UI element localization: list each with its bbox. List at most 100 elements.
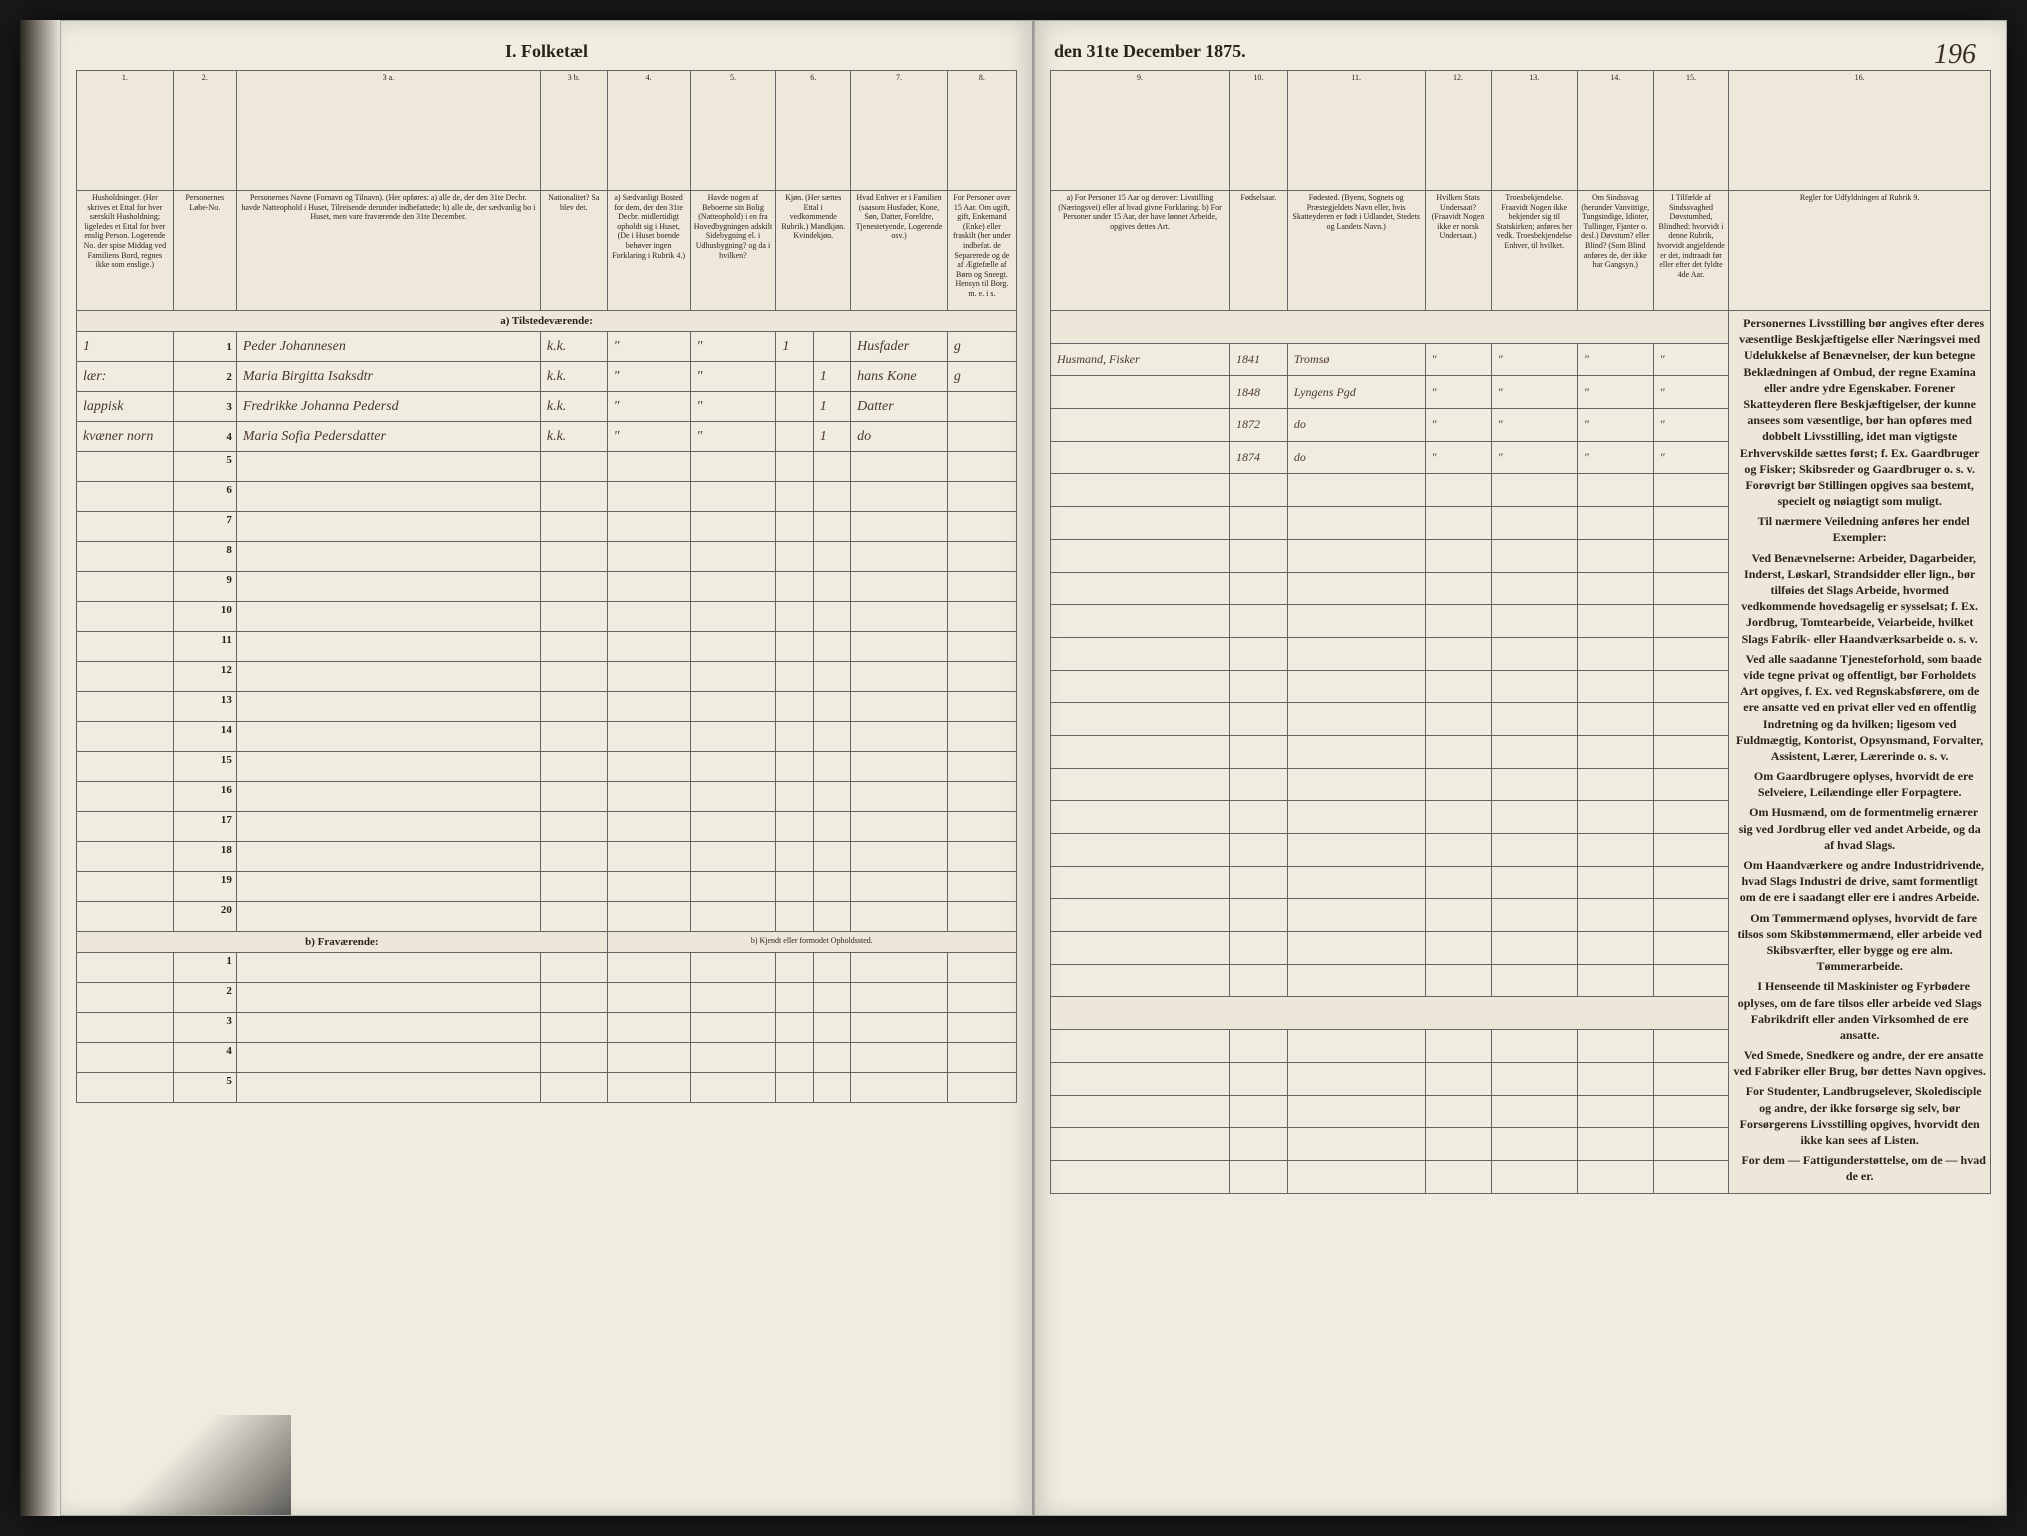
col14-cell: " <box>1577 409 1653 442</box>
header-6: Kjøn. (Her sættes Ettal i vedkommende Ru… <box>776 191 851 311</box>
shadow <box>91 1415 291 1515</box>
name-cell: Peder Johannesen <box>236 332 540 362</box>
name-cell: Maria Birgitta Isaksdtr <box>236 362 540 392</box>
entry-row: 1 1 Peder Johannesen k.k. " " 1 Husfader… <box>77 332 1017 362</box>
birthplace-cell: do <box>1287 409 1425 442</box>
empty-row: 18 <box>77 842 1017 872</box>
occupation-cell: Husmand, Fisker <box>1051 343 1230 376</box>
col13-cell: " <box>1491 376 1577 409</box>
instruction-paragraph: For Studenter, Landbrugselever, Skoledis… <box>1733 1083 1986 1148</box>
household-cell: lappisk <box>77 392 174 422</box>
empty-row: 20 <box>77 902 1017 932</box>
empty-row: 2 <box>77 983 1017 1013</box>
person-num: 3 <box>173 392 236 422</box>
col15-cell: " <box>1653 441 1729 474</box>
header-13: Troesbekjendelse. Fraavidt Nogen ikke be… <box>1491 191 1577 311</box>
nat-cell: k.k. <box>540 332 607 362</box>
header-3a: Personernes Navne (Fornavn og Tilnavn). … <box>236 191 540 311</box>
name-cell: Maria Sofia Pedersdatter <box>236 422 540 452</box>
absent-note: b) Kjendt eller formodet Opholdssted. <box>607 932 1016 953</box>
empty-row: 15 <box>77 752 1017 782</box>
empty-row: 8 <box>77 542 1017 572</box>
entry-row: lær: 2 Maria Birgitta Isaksdtr k.k. " " … <box>77 362 1017 392</box>
col-num-7: 7. <box>851 71 948 191</box>
sex-m <box>776 362 813 392</box>
empty-row: 9 <box>77 572 1017 602</box>
col5-cell: " <box>690 332 776 362</box>
family-cell: Datter <box>851 392 948 422</box>
census-book: I. Folketæl 1. 2. 3 a. 3 b. 4. 5. 6. 7. … <box>20 20 2007 1516</box>
family-cell: hans Kone <box>851 362 948 392</box>
instruction-paragraph: Ved Smede, Snedkere og andre, der ere an… <box>1733 1047 1986 1079</box>
col-num-10: 10. <box>1229 71 1287 191</box>
col13-cell: " <box>1491 441 1577 474</box>
header-15: I Tilfælde af Sindssvaghed Døvstumhed, B… <box>1653 191 1729 311</box>
empty-row: 7 <box>77 512 1017 542</box>
person-num: 2 <box>173 362 236 392</box>
sex-f: 1 <box>813 362 850 392</box>
section-present-right <box>1051 311 1729 344</box>
col-num-12: 12. <box>1425 71 1491 191</box>
col-num-2: 2. <box>173 71 236 191</box>
col12-cell: " <box>1425 376 1491 409</box>
sex-m <box>776 392 813 422</box>
col-num-1: 1. <box>77 71 174 191</box>
marital-cell <box>947 392 1016 422</box>
col-num-9: 9. <box>1051 71 1230 191</box>
birthyear-cell: 1874 <box>1229 441 1287 474</box>
col4-cell: " <box>607 392 690 422</box>
header-4: a) Sædvanligt Bosted for dem, der den 31… <box>607 191 690 311</box>
instruction-paragraph: Om Husmænd, om de formentmelig ernærer s… <box>1733 804 1986 853</box>
sex-f: 1 <box>813 422 850 452</box>
empty-row: 1 <box>77 953 1017 983</box>
birthyear-cell: 1872 <box>1229 409 1287 442</box>
col12-cell: " <box>1425 343 1491 376</box>
left-page: I. Folketæl 1. 2. 3 a. 3 b. 4. 5. 6. 7. … <box>60 20 1034 1516</box>
header-9: a) For Personer 15 Aar og derover: Livst… <box>1051 191 1230 311</box>
section-present: a) Tilstedeværende: <box>77 311 1017 332</box>
empty-row: 4 <box>77 1043 1017 1073</box>
col13-cell: " <box>1491 409 1577 442</box>
col4-cell: " <box>607 422 690 452</box>
empty-row: 14 <box>77 722 1017 752</box>
birthyear-cell: 1841 <box>1229 343 1287 376</box>
instruction-paragraph: Til nærmere Veiledning anføres her endel… <box>1733 513 1986 545</box>
family-cell: Husfader <box>851 332 948 362</box>
col12-cell: " <box>1425 409 1491 442</box>
marital-cell: g <box>947 362 1016 392</box>
header-1: Husholdninger. (Her skrives et Ettal for… <box>77 191 174 311</box>
col5-cell: " <box>690 392 776 422</box>
nat-cell: k.k. <box>540 422 607 452</box>
book-spine <box>20 20 60 1516</box>
col-num-13: 13. <box>1491 71 1577 191</box>
col4-cell: " <box>607 332 690 362</box>
col15-cell: " <box>1653 343 1729 376</box>
empty-row: 5 <box>77 452 1017 482</box>
person-num: 1 <box>173 332 236 362</box>
col14-cell: " <box>1577 343 1653 376</box>
section-absent-right <box>1051 997 1729 1030</box>
occupation-cell <box>1051 376 1230 409</box>
census-table-right: 9. 10. 11. 12. 13. 14. 15. 16. a) For Pe… <box>1050 70 1991 1194</box>
empty-row: 12 <box>77 662 1017 692</box>
empty-row: 13 <box>77 692 1017 722</box>
col-num-3b: 3 b. <box>540 71 607 191</box>
household-cell: lær: <box>77 362 174 392</box>
sex-m <box>776 422 813 452</box>
col-num-5: 5. <box>690 71 776 191</box>
section-absent: b) Fraværende: <box>77 932 608 953</box>
occupation-cell <box>1051 409 1230 442</box>
header-8: For Personer over 15 Aar. Om ugift, gift… <box>947 191 1016 311</box>
sex-f <box>813 332 850 362</box>
header-3b: Nationalitet? Sa blev det. <box>540 191 607 311</box>
birthplace-cell: Lyngens Pgd <box>1287 376 1425 409</box>
empty-row: 19 <box>77 872 1017 902</box>
instruction-paragraph: Ved alle saadanne Tjenesteforhold, som b… <box>1733 651 1986 764</box>
instructions-column: Personernes Livsstilling bør angives eft… <box>1729 311 1991 1194</box>
entry-row: kvæner norn 4 Maria Sofia Pedersdatter k… <box>77 422 1017 452</box>
family-cell: do <box>851 422 948 452</box>
household-cell: 1 <box>77 332 174 362</box>
marital-cell <box>947 422 1016 452</box>
empty-row: 6 <box>77 482 1017 512</box>
instruction-paragraph: Om Gaardbrugere oplyses, hvorvidt de ere… <box>1733 768 1986 800</box>
